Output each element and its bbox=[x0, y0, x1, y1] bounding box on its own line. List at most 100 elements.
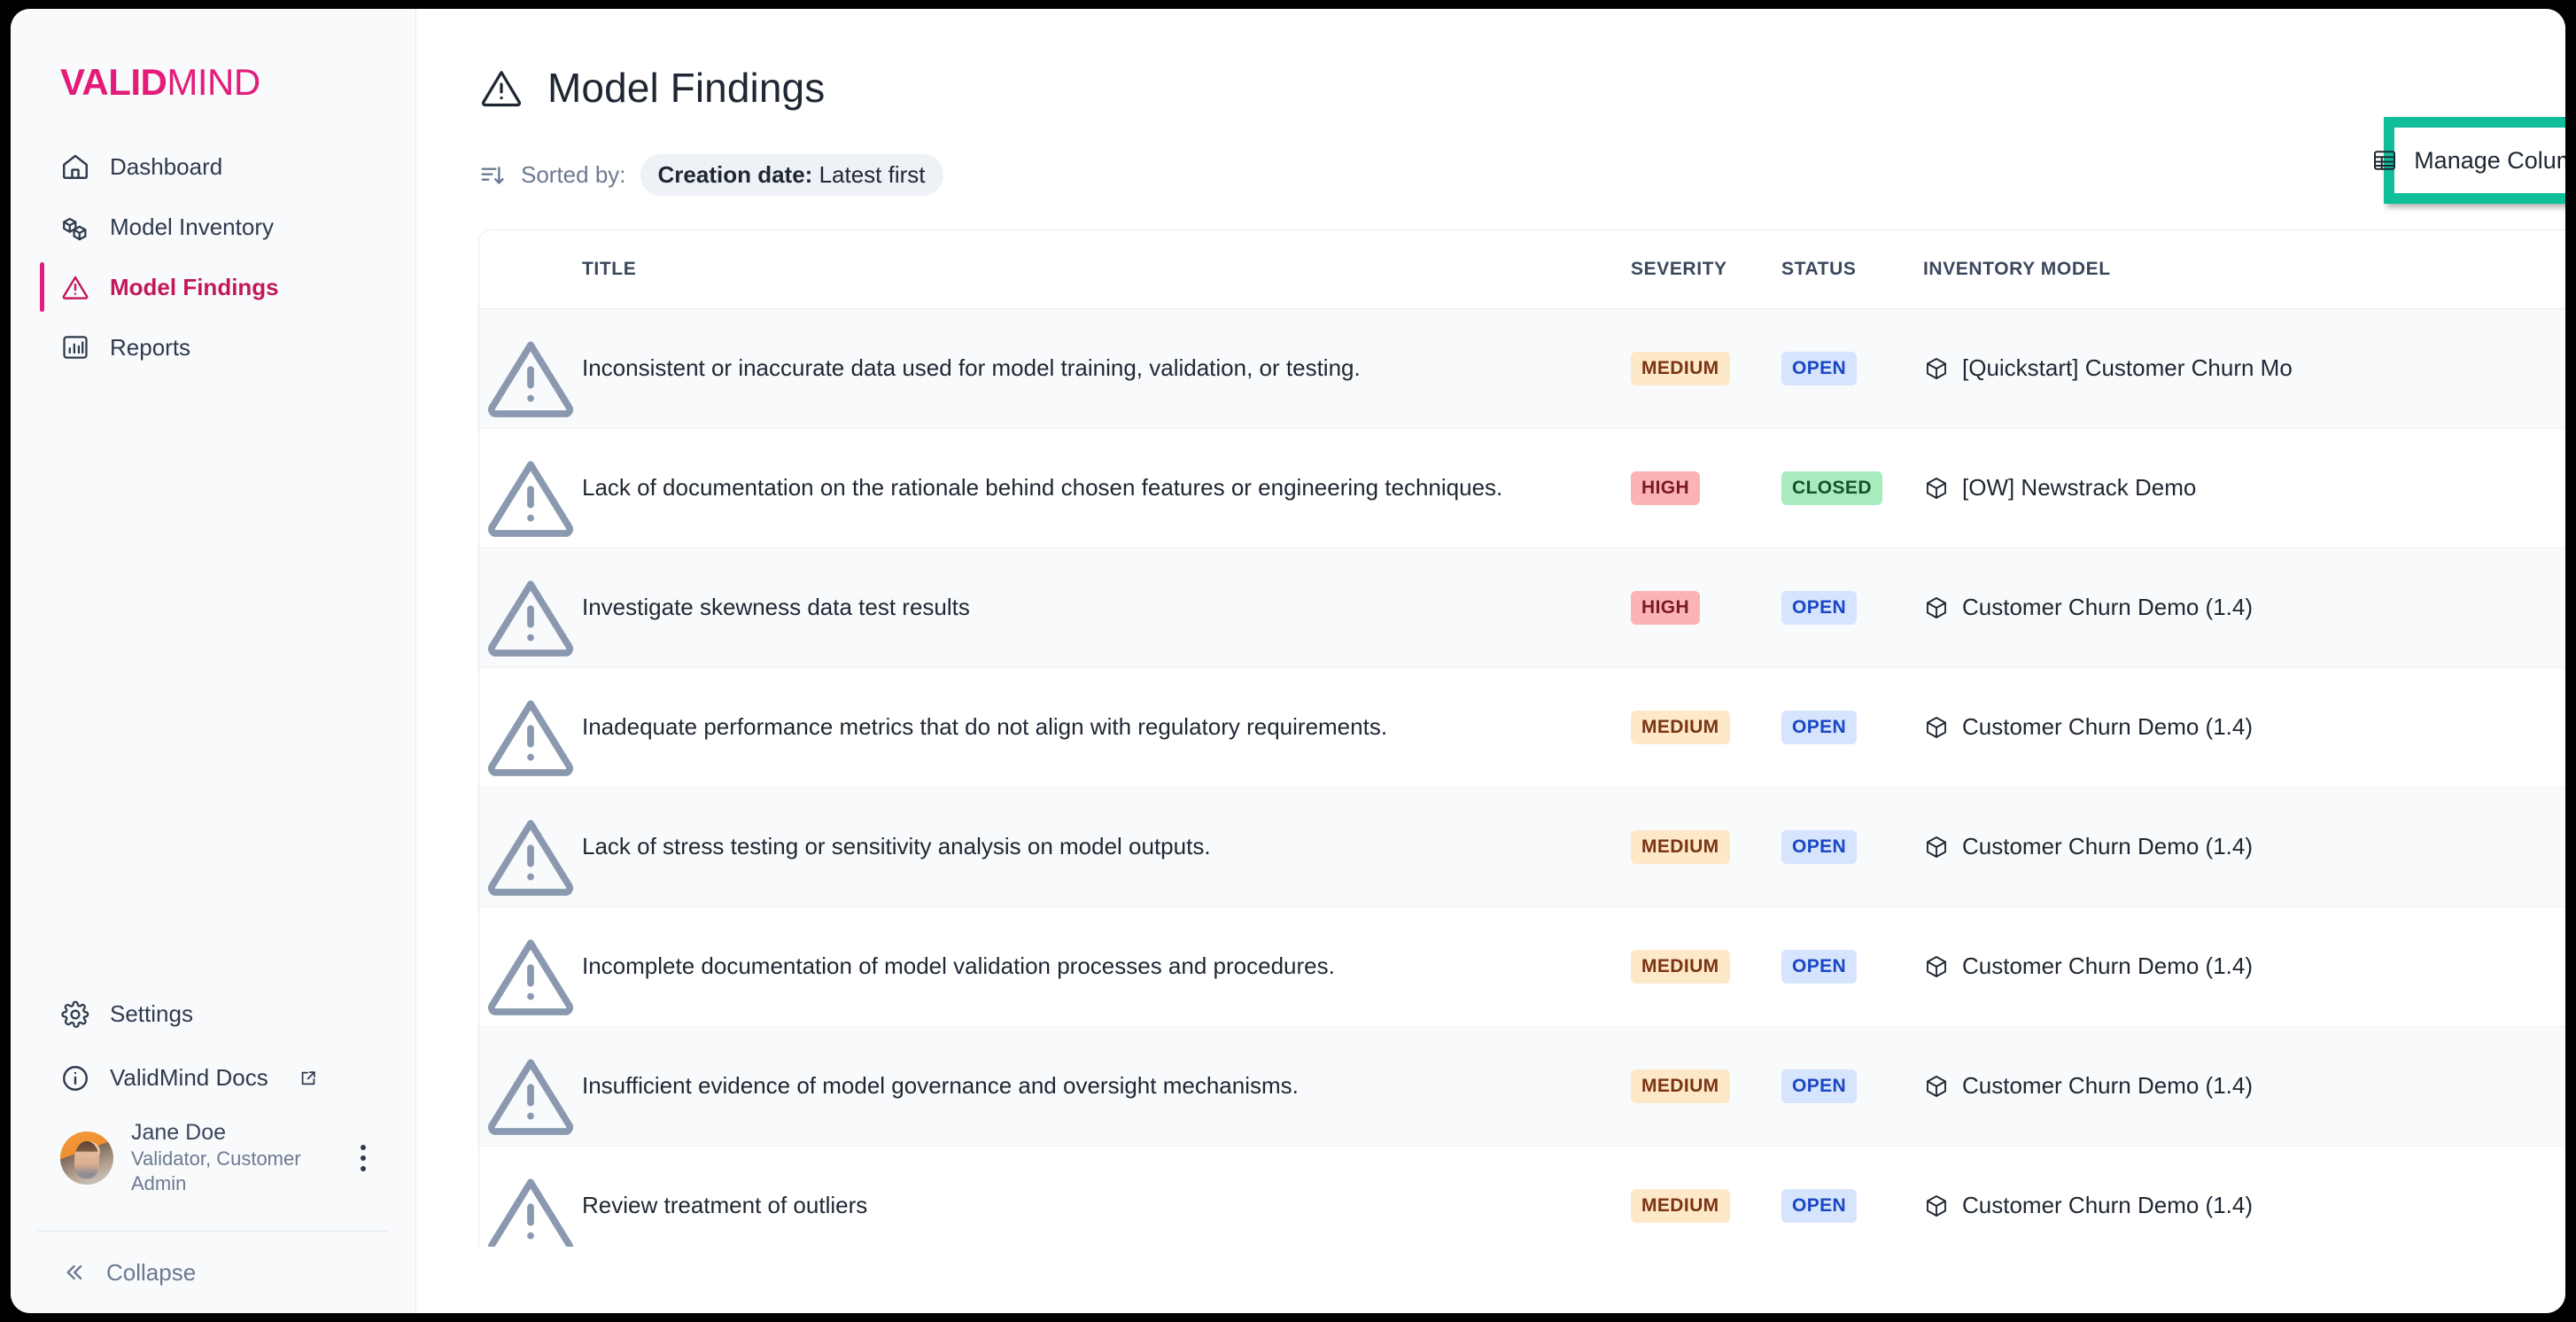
inventory-model-label: Customer Churn Demo (1.4) bbox=[1962, 594, 2253, 620]
row-severity-cell: MEDIUM bbox=[1631, 308, 1781, 429]
row-status-cell: OPEN bbox=[1781, 308, 1923, 429]
row-title-cell: Review treatment of outliers bbox=[582, 1146, 1631, 1247]
table-row[interactable]: Review treatment of outliers MEDIUM OPEN Cu… bbox=[479, 1146, 2565, 1247]
sidebar-item-model-findings[interactable]: Model Findings bbox=[11, 257, 415, 317]
sidebar-item-model-inventory[interactable]: Model Inventory bbox=[11, 197, 415, 257]
status-badge: OPEN bbox=[1781, 710, 1858, 744]
sidebar-item-dashboard[interactable]: Dashboard bbox=[11, 136, 415, 197]
row-severity-cell: HIGH bbox=[1631, 428, 1781, 548]
column-header-status[interactable]: STATUS bbox=[1781, 230, 1923, 309]
finding-title: Inconsistent or inaccurate data used for… bbox=[582, 354, 1361, 381]
row-title-cell: Inconsistent or inaccurate data used for… bbox=[582, 308, 1631, 429]
status-badge: CLOSED bbox=[1781, 470, 1882, 505]
row-severity-cell: MEDIUM bbox=[1631, 667, 1781, 788]
sidebar-item-reports[interactable]: Reports bbox=[11, 317, 415, 377]
column-header-inventory-model[interactable]: INVENTORY MODEL bbox=[1923, 230, 2565, 309]
table-row[interactable]: Incomplete documentation of model valida… bbox=[479, 906, 2565, 1027]
manage-columns-label: Manage Columns bbox=[2414, 146, 2565, 174]
inventory-model[interactable]: [Quickstart] Customer Churn Mo bbox=[1923, 354, 2565, 382]
cube-icon bbox=[1923, 714, 1950, 741]
sorted-by-row: Sorted by: Creation date: Latest first bbox=[478, 154, 2565, 196]
user-card[interactable]: Jane Doe Validator, Customer Admin bbox=[11, 1110, 415, 1206]
row-model-cell: Customer Churn Demo (1.4) bbox=[1923, 906, 2565, 1027]
row-severity-cell: MEDIUM bbox=[1631, 906, 1781, 1027]
table-row[interactable]: Investigate skewness data test results HI… bbox=[479, 548, 2565, 668]
bar-chart-icon bbox=[60, 332, 90, 362]
row-icon-cell bbox=[479, 787, 582, 907]
sidebar-item-settings[interactable]: Settings bbox=[11, 983, 415, 1046]
row-model-cell: [Quickstart] Customer Churn Mo bbox=[1923, 308, 2565, 429]
table-row[interactable]: Inadequate performance metrics that do n… bbox=[479, 667, 2565, 788]
severity-badge: MEDIUM bbox=[1631, 1188, 1730, 1223]
cube-icon bbox=[1923, 834, 1950, 860]
cube-icon bbox=[1923, 953, 1950, 980]
row-model-cell: Customer Churn Demo (1.4) bbox=[1923, 787, 2565, 907]
warning-triangle-icon bbox=[479, 1163, 582, 1247]
status-badge: OPEN bbox=[1781, 1188, 1858, 1223]
table-row[interactable]: Lack of stress testing or sensitivity an… bbox=[479, 787, 2565, 907]
chevrons-left-icon bbox=[60, 1259, 87, 1286]
finding-title: Investigate skewness data test results bbox=[582, 594, 970, 620]
severity-badge: HIGH bbox=[1631, 470, 1701, 505]
finding-title: Inadequate performance metrics that do n… bbox=[582, 713, 1388, 740]
primary-navigation: Dashboard Model Inventory bbox=[11, 136, 415, 377]
cube-icon bbox=[1923, 475, 1950, 502]
logo-text-bold: VALID bbox=[60, 61, 167, 103]
inventory-model[interactable]: Customer Churn Demo (1.4) bbox=[1923, 833, 2565, 860]
finding-title: Lack of documentation on the rationale b… bbox=[582, 474, 1503, 501]
sidebar-item-label: Settings bbox=[110, 1000, 193, 1028]
inventory-model[interactable]: [OW] Newstrack Demo bbox=[1923, 474, 2565, 502]
inventory-model-label: Customer Churn Demo (1.4) bbox=[1962, 953, 2253, 979]
inventory-model[interactable]: Customer Churn Demo (1.4) bbox=[1923, 713, 2565, 741]
inventory-model[interactable]: Customer Churn Demo (1.4) bbox=[1923, 953, 2565, 980]
sidebar-item-label: Reports bbox=[110, 333, 191, 361]
warning-triangle-icon bbox=[479, 804, 582, 906]
sort-pill-value: Latest first bbox=[819, 161, 926, 188]
validmind-logo[interactable]: VALID MIND bbox=[60, 64, 415, 101]
row-model-cell: Customer Churn Demo (1.4) bbox=[1923, 1146, 2565, 1247]
table-row[interactable]: Inconsistent or inaccurate data used for… bbox=[479, 308, 2565, 429]
table-body: Inconsistent or inaccurate data used for… bbox=[479, 308, 2565, 1247]
warning-triangle-icon bbox=[479, 923, 582, 1026]
cube-icon bbox=[1923, 1073, 1950, 1100]
status-badge: OPEN bbox=[1781, 590, 1858, 625]
row-icon-cell bbox=[479, 548, 582, 668]
table-row[interactable]: Insufficient evidence of model governanc… bbox=[479, 1026, 2565, 1147]
kebab-menu-icon[interactable] bbox=[350, 1144, 376, 1171]
app-window: VALID MIND Dashboard bbox=[11, 9, 2565, 1313]
column-header-icon bbox=[479, 230, 582, 309]
row-icon-cell bbox=[479, 308, 582, 429]
findings-table: TITLE SEVERITY STATUS INVENTORY MODEL In… bbox=[479, 230, 2565, 1247]
row-status-cell: OPEN bbox=[1781, 787, 1923, 907]
collapse-label: Collapse bbox=[106, 1258, 197, 1286]
column-header-severity[interactable]: SEVERITY bbox=[1631, 230, 1781, 309]
warning-triangle-icon bbox=[478, 65, 524, 111]
finding-title: Lack of stress testing or sensitivity an… bbox=[582, 833, 1211, 859]
row-icon-cell bbox=[479, 667, 582, 788]
row-severity-cell: MEDIUM bbox=[1631, 1146, 1781, 1247]
table-row[interactable]: Lack of documentation on the rationale b… bbox=[479, 428, 2565, 548]
findings-table-container[interactable]: TITLE SEVERITY STATUS INVENTORY MODEL In… bbox=[478, 229, 2565, 1247]
inventory-model[interactable]: Customer Churn Demo (1.4) bbox=[1923, 594, 2565, 621]
column-header-title[interactable]: TITLE bbox=[582, 230, 1631, 309]
severity-badge: MEDIUM bbox=[1631, 710, 1730, 744]
manage-columns-button[interactable]: Manage Columns bbox=[2371, 134, 2565, 187]
row-model-cell: Customer Churn Demo (1.4) bbox=[1923, 667, 2565, 788]
status-badge: OPEN bbox=[1781, 829, 1858, 864]
row-severity-cell: MEDIUM bbox=[1631, 787, 1781, 907]
sidebar-spacer bbox=[11, 377, 415, 983]
gear-icon bbox=[60, 999, 90, 1030]
sidebar: VALID MIND Dashboard bbox=[11, 9, 416, 1313]
row-status-cell: OPEN bbox=[1781, 1026, 1923, 1147]
row-severity-cell: HIGH bbox=[1631, 548, 1781, 668]
sidebar-item-validmind-docs[interactable]: ValidMind Docs bbox=[11, 1046, 415, 1110]
sort-pill-key: Creation date: bbox=[657, 161, 813, 188]
collapse-sidebar-button[interactable]: Collapse bbox=[11, 1232, 415, 1313]
inventory-model[interactable]: Customer Churn Demo (1.4) bbox=[1923, 1192, 2565, 1219]
avatar bbox=[60, 1131, 113, 1185]
inventory-model[interactable]: Customer Churn Demo (1.4) bbox=[1923, 1072, 2565, 1100]
inventory-model-label: Customer Churn Demo (1.4) bbox=[1962, 713, 2253, 740]
row-status-cell: CLOSED bbox=[1781, 428, 1923, 548]
sort-pill[interactable]: Creation date: Latest first bbox=[640, 154, 943, 196]
row-title-cell: Lack of documentation on the rationale b… bbox=[582, 428, 1631, 548]
